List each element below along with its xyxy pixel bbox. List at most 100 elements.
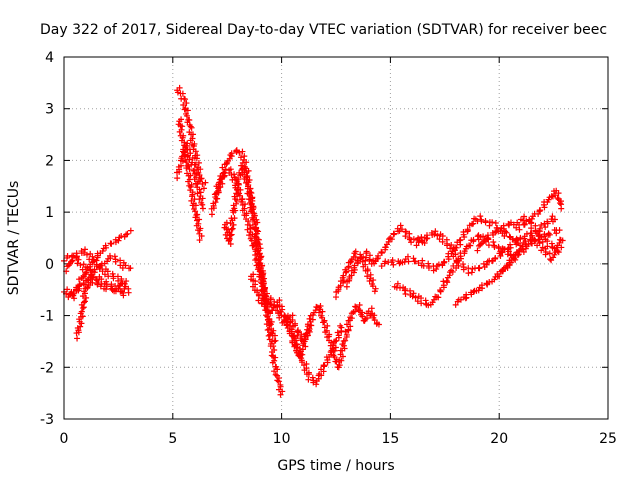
data-point bbox=[195, 220, 202, 227]
data-point bbox=[303, 330, 310, 337]
data-point bbox=[528, 219, 535, 226]
data-point bbox=[355, 307, 362, 314]
data-point bbox=[87, 274, 94, 281]
data-point bbox=[247, 235, 254, 242]
data-point bbox=[347, 314, 354, 321]
data-point bbox=[445, 256, 452, 263]
data-point bbox=[262, 312, 269, 319]
data-point bbox=[326, 337, 333, 344]
data-point bbox=[356, 301, 363, 308]
data-point bbox=[410, 236, 417, 243]
data-point bbox=[492, 219, 499, 226]
data-point bbox=[431, 231, 438, 238]
data-point bbox=[418, 295, 425, 302]
data-point bbox=[554, 242, 561, 249]
data-point bbox=[227, 241, 234, 248]
data-point bbox=[267, 295, 274, 302]
data-point bbox=[122, 262, 129, 269]
data-point bbox=[174, 175, 181, 182]
data-point bbox=[468, 269, 475, 276]
data-point bbox=[246, 185, 253, 192]
data-point bbox=[245, 167, 252, 174]
series-track-23 bbox=[517, 213, 566, 252]
data-point bbox=[503, 229, 510, 236]
data-point bbox=[239, 148, 246, 155]
data-point bbox=[67, 258, 74, 265]
data-point bbox=[289, 339, 296, 346]
data-point bbox=[425, 264, 432, 271]
data-point bbox=[89, 279, 96, 286]
data-point bbox=[245, 196, 252, 203]
data-point bbox=[74, 260, 81, 267]
data-point bbox=[372, 258, 379, 265]
data-point bbox=[195, 159, 202, 166]
data-point bbox=[258, 280, 265, 287]
data-point bbox=[99, 268, 106, 275]
data-point bbox=[439, 238, 446, 245]
data-point bbox=[539, 244, 546, 251]
data-point bbox=[335, 334, 342, 341]
data-point bbox=[297, 348, 304, 355]
data-point bbox=[267, 320, 274, 327]
data-point bbox=[351, 264, 358, 271]
series-track-16 bbox=[343, 222, 428, 290]
data-point bbox=[279, 306, 286, 313]
x-tick-label: 20 bbox=[490, 431, 508, 447]
data-point bbox=[296, 353, 303, 360]
x-tick-label: 15 bbox=[381, 431, 399, 447]
data-point bbox=[184, 107, 191, 114]
data-point bbox=[299, 359, 306, 366]
data-point bbox=[188, 124, 195, 131]
data-point bbox=[555, 249, 562, 256]
data-point bbox=[470, 288, 477, 295]
data-point bbox=[192, 214, 199, 221]
data-point bbox=[336, 356, 343, 363]
data-point bbox=[414, 298, 421, 305]
data-point bbox=[542, 251, 549, 258]
data-point bbox=[544, 243, 551, 250]
data-point bbox=[292, 337, 299, 344]
data-point bbox=[389, 257, 396, 264]
data-point bbox=[364, 273, 371, 280]
data-point bbox=[127, 265, 134, 272]
data-point bbox=[502, 264, 509, 271]
data-point bbox=[101, 271, 108, 278]
data-point bbox=[326, 353, 333, 360]
data-point bbox=[382, 244, 389, 251]
data-point bbox=[452, 251, 459, 258]
data-point bbox=[251, 210, 258, 217]
data-point bbox=[341, 345, 348, 352]
data-point bbox=[236, 169, 243, 176]
data-point bbox=[455, 257, 462, 264]
data-point bbox=[521, 221, 528, 228]
data-point bbox=[328, 349, 335, 356]
data-point bbox=[70, 289, 77, 296]
data-point bbox=[109, 287, 116, 294]
data-point bbox=[264, 300, 271, 307]
series-track-5 bbox=[65, 252, 134, 301]
data-point bbox=[316, 309, 323, 316]
data-point bbox=[80, 299, 87, 306]
data-point bbox=[544, 218, 551, 225]
data-point bbox=[358, 311, 365, 318]
data-point bbox=[497, 227, 504, 234]
data-point bbox=[267, 300, 274, 307]
data-point bbox=[99, 248, 106, 255]
data-point bbox=[554, 195, 561, 202]
data-point bbox=[264, 327, 271, 334]
data-point bbox=[390, 261, 397, 268]
data-point bbox=[538, 247, 545, 254]
data-point bbox=[178, 155, 185, 162]
data-point bbox=[123, 231, 130, 238]
data-point bbox=[251, 225, 258, 232]
data-point bbox=[510, 221, 517, 228]
data-point bbox=[500, 225, 507, 232]
data-point bbox=[335, 284, 342, 291]
data-point bbox=[184, 153, 191, 160]
data-point bbox=[405, 258, 412, 265]
data-point bbox=[305, 371, 312, 378]
data-point bbox=[191, 161, 198, 168]
data-point bbox=[396, 260, 403, 267]
data-point bbox=[555, 190, 562, 197]
data-point bbox=[81, 281, 88, 288]
